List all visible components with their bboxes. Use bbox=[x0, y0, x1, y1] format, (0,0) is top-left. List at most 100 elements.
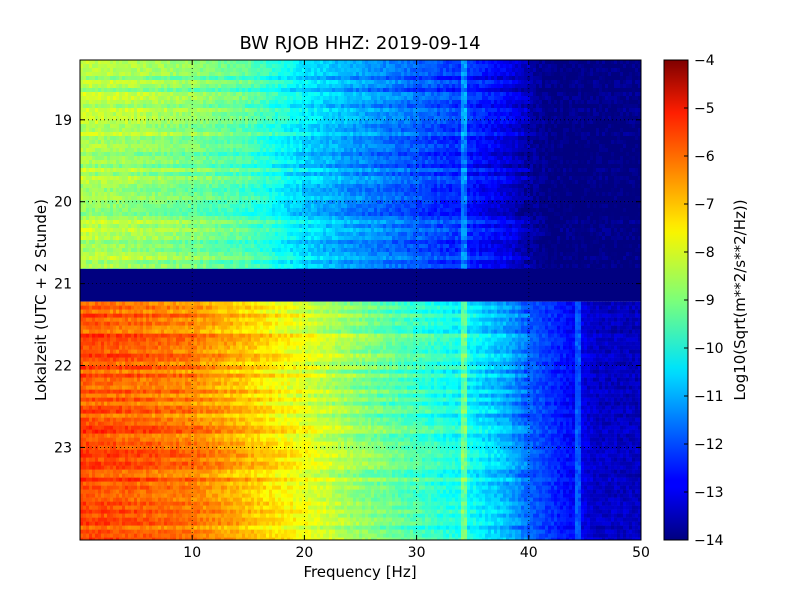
heatmap-cell bbox=[539, 68, 543, 73]
heatmap-cell bbox=[179, 124, 183, 129]
heatmap-cell bbox=[92, 88, 96, 93]
heatmap-cell bbox=[632, 76, 636, 81]
heatmap-cell bbox=[626, 112, 630, 117]
heatmap-cell bbox=[98, 72, 102, 77]
heatmap-cell bbox=[530, 120, 534, 125]
heatmap-cell bbox=[398, 112, 402, 117]
heatmap-cell bbox=[590, 64, 594, 69]
heatmap-cell bbox=[482, 64, 486, 69]
heatmap-cell bbox=[569, 156, 573, 161]
heatmap-cell bbox=[626, 136, 630, 141]
heatmap-cell bbox=[194, 112, 198, 117]
heatmap-cell bbox=[95, 100, 99, 105]
heatmap-cell bbox=[179, 64, 183, 69]
heatmap-cell bbox=[320, 148, 324, 153]
heatmap-cell bbox=[587, 72, 591, 77]
heatmap-cell bbox=[491, 72, 495, 77]
heatmap-cell bbox=[602, 72, 606, 77]
heatmap-cell bbox=[92, 120, 96, 125]
heatmap-cell bbox=[311, 112, 315, 117]
heatmap-cell bbox=[302, 140, 306, 145]
heatmap-cell bbox=[83, 140, 87, 145]
heatmap-cell bbox=[113, 84, 117, 89]
heatmap-cell bbox=[236, 156, 240, 161]
heatmap-cell bbox=[245, 112, 249, 117]
heatmap-cell bbox=[200, 156, 204, 161]
heatmap-cell bbox=[494, 104, 498, 109]
heatmap-cell bbox=[113, 140, 117, 145]
heatmap-cell bbox=[635, 156, 639, 161]
heatmap-cell bbox=[608, 112, 612, 117]
heatmap-cell bbox=[296, 60, 300, 65]
heatmap-cell bbox=[410, 68, 414, 73]
heatmap-cell bbox=[524, 72, 528, 77]
heatmap-cell bbox=[446, 148, 450, 153]
heatmap-cell bbox=[515, 84, 519, 89]
heatmap-cell bbox=[638, 156, 641, 161]
heatmap-cell bbox=[275, 104, 279, 109]
heatmap-cell bbox=[449, 72, 453, 77]
heatmap-cell bbox=[164, 72, 168, 77]
heatmap-cell bbox=[89, 128, 93, 133]
heatmap-cell bbox=[200, 132, 204, 137]
heatmap-cell bbox=[176, 140, 180, 145]
heatmap-cell bbox=[410, 136, 414, 141]
heatmap-cell bbox=[230, 60, 234, 65]
heatmap-cell bbox=[299, 76, 303, 81]
heatmap-cell bbox=[113, 124, 117, 129]
heatmap-cell bbox=[143, 60, 147, 65]
heatmap-cell bbox=[344, 160, 348, 165]
heatmap-cell bbox=[251, 136, 255, 141]
heatmap-cell bbox=[608, 68, 612, 73]
heatmap-cell bbox=[440, 160, 444, 165]
heatmap-cell bbox=[323, 160, 327, 165]
heatmap-cell bbox=[464, 68, 468, 73]
heatmap-cell bbox=[632, 80, 636, 85]
heatmap-cell bbox=[266, 136, 270, 141]
heatmap-cell bbox=[242, 152, 246, 157]
heatmap-cell bbox=[137, 140, 141, 145]
heatmap-cell bbox=[227, 80, 231, 85]
heatmap-cell bbox=[245, 64, 249, 69]
heatmap-cell bbox=[467, 96, 471, 101]
heatmap-cell bbox=[638, 96, 641, 101]
heatmap-cell bbox=[110, 80, 114, 85]
heatmap-cell bbox=[335, 64, 339, 69]
heatmap-cell bbox=[257, 96, 261, 101]
heatmap-cell bbox=[347, 64, 351, 69]
heatmap-cell bbox=[248, 152, 252, 157]
heatmap-cell bbox=[134, 80, 138, 85]
heatmap-cell bbox=[626, 100, 630, 105]
heatmap-cell bbox=[188, 112, 192, 117]
heatmap-cell bbox=[530, 104, 534, 109]
heatmap-cell bbox=[638, 88, 641, 93]
heatmap-cell bbox=[122, 60, 126, 65]
heatmap-cell bbox=[107, 164, 111, 169]
heatmap-cell bbox=[116, 140, 120, 145]
heatmap-cell bbox=[80, 148, 84, 153]
heatmap-cell bbox=[377, 156, 381, 161]
heatmap-cell bbox=[419, 76, 423, 81]
heatmap-cell bbox=[140, 60, 144, 65]
heatmap-cell bbox=[452, 68, 456, 73]
heatmap-cell bbox=[179, 116, 183, 121]
heatmap-cell bbox=[455, 148, 459, 153]
heatmap-cell bbox=[521, 80, 525, 85]
heatmap-cell bbox=[539, 88, 543, 93]
heatmap-cell bbox=[209, 112, 213, 117]
heatmap-cell bbox=[326, 88, 330, 93]
heatmap-cell bbox=[383, 60, 387, 65]
heatmap-cell bbox=[80, 88, 84, 93]
heatmap-cell bbox=[302, 80, 306, 85]
heatmap-cell bbox=[533, 156, 537, 161]
heatmap-cell bbox=[209, 116, 213, 121]
heatmap-cell bbox=[131, 132, 135, 137]
heatmap-cell bbox=[146, 148, 150, 153]
heatmap-cell bbox=[530, 128, 534, 133]
heatmap-cell bbox=[140, 128, 144, 133]
heatmap-cell bbox=[575, 120, 579, 125]
heatmap-cell bbox=[371, 108, 375, 113]
heatmap-cell bbox=[386, 124, 390, 129]
heatmap-cell bbox=[578, 128, 582, 133]
heatmap-cell bbox=[152, 128, 156, 133]
